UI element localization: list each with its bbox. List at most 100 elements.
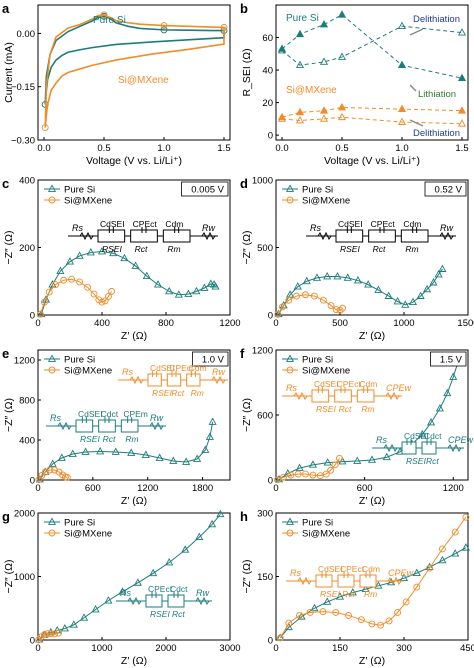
circuit-label: Cdct xyxy=(424,431,442,441)
x-tick-label: 0.0 xyxy=(275,143,288,154)
series-line xyxy=(44,14,225,128)
resistor-symbol xyxy=(211,375,226,385)
x-tick-label: 400 xyxy=(94,318,110,329)
x-tick-label: 1.5 xyxy=(455,143,468,154)
data-point xyxy=(394,609,402,616)
data-point xyxy=(279,473,287,481)
circuit-block xyxy=(166,373,182,387)
circuit-label: Rct xyxy=(135,244,148,254)
resistor-symbol xyxy=(447,443,462,453)
y-axis-label: −Z″ (Ω) xyxy=(3,398,15,432)
data-point xyxy=(201,445,210,453)
circuit-label: CPEct xyxy=(337,379,362,389)
data-point xyxy=(427,418,436,426)
voltage-tag-box xyxy=(181,181,229,197)
circuit-label: Rm xyxy=(191,388,204,398)
data-point xyxy=(335,592,345,600)
circuit-block xyxy=(120,419,139,433)
data-point xyxy=(120,253,129,262)
data-point xyxy=(153,280,163,288)
data-point xyxy=(319,106,329,114)
data-point xyxy=(277,46,287,54)
data-point xyxy=(310,603,319,612)
legend-label: Si@MXene xyxy=(64,529,112,540)
circuit-label: CPEct xyxy=(169,363,194,373)
series-line xyxy=(278,358,460,480)
x-tick-label: 3000 xyxy=(219,643,240,654)
circuit-label: CdSEI xyxy=(404,431,429,441)
data-point xyxy=(422,284,432,293)
data-point xyxy=(339,304,347,312)
x-tick-label: 0.0 xyxy=(37,143,50,154)
x-tick-label: 600 xyxy=(357,483,373,494)
series-line xyxy=(281,25,463,66)
data-point xyxy=(48,280,57,288)
circuit-block xyxy=(335,229,364,243)
resistor-symbol xyxy=(317,231,332,241)
annotation-label: Lithiation xyxy=(418,89,456,100)
data-point xyxy=(301,291,309,299)
circuit-label: RSEI xyxy=(102,244,122,254)
circuit-label: RSEI xyxy=(406,456,426,466)
x-tick-label: 1.0 xyxy=(395,143,408,154)
data-point xyxy=(104,292,112,300)
circuit-label: Rs xyxy=(310,223,321,233)
circuit-label: RSEI xyxy=(320,589,340,599)
circuit-block xyxy=(368,229,396,243)
data-point xyxy=(443,388,452,397)
data-point xyxy=(274,310,282,318)
data-point xyxy=(182,457,191,465)
data-point xyxy=(285,296,293,304)
circuit-label: Rs xyxy=(122,367,133,377)
voltage-tag: 0.52 V xyxy=(435,185,463,196)
circuit-label: Rs xyxy=(72,223,83,233)
data-point xyxy=(36,310,44,318)
circuit-block xyxy=(401,441,417,455)
resistor-symbol xyxy=(293,391,308,401)
data-point xyxy=(205,432,214,440)
data-point xyxy=(413,583,421,591)
equivalent-circuit: Rs CdSEI RSEI CPEct Rct Cdm Rm Rw xyxy=(306,219,456,254)
data-point xyxy=(193,454,202,462)
y-tick-label: 1000 xyxy=(14,572,35,583)
data-point xyxy=(332,306,340,314)
annotation-label: Delithiation xyxy=(413,14,460,25)
legend-marker xyxy=(286,196,294,204)
panel-letter: f xyxy=(240,346,245,361)
circuit-block xyxy=(75,419,94,433)
resistor-symbol xyxy=(383,443,398,453)
y-axis-label: −Z″ (Ω) xyxy=(3,559,15,593)
data-point xyxy=(76,278,84,286)
data-point xyxy=(131,261,140,269)
data-point xyxy=(208,519,217,528)
x-tick-label: 450 xyxy=(460,643,474,654)
x-tick-label: 0 xyxy=(35,483,40,494)
y-axis-label: −Z″ (Ω) xyxy=(3,230,15,264)
data-point xyxy=(155,453,164,461)
equivalent-circuit: Rs CdSEI RSEI CPEct Rct Cdm Rm CPEw xyxy=(286,564,414,599)
data-point xyxy=(279,301,288,309)
data-point xyxy=(276,633,285,641)
x-tick-label: 600 xyxy=(85,483,101,494)
data-point xyxy=(295,107,305,116)
circuit-label: Rct xyxy=(339,404,352,414)
circuit-block xyxy=(147,373,162,387)
legend-marker xyxy=(47,517,57,525)
data-point xyxy=(368,620,376,628)
resistor-symbol xyxy=(385,391,400,401)
circuit-label: Rct xyxy=(103,434,116,444)
legend-label: Si@MXene xyxy=(64,196,112,207)
legend-marker xyxy=(47,184,57,192)
data-point xyxy=(293,292,300,300)
y-tick-label: 60 xyxy=(262,33,273,44)
x-tick-label: 300 xyxy=(396,643,412,654)
data-point xyxy=(68,275,76,283)
circuit-block xyxy=(97,229,126,243)
data-point xyxy=(45,288,53,296)
series-line xyxy=(279,547,467,639)
data-point xyxy=(462,513,470,521)
data-point xyxy=(323,597,332,605)
data-point xyxy=(426,564,434,572)
series-label: Si@MXene xyxy=(118,75,169,86)
